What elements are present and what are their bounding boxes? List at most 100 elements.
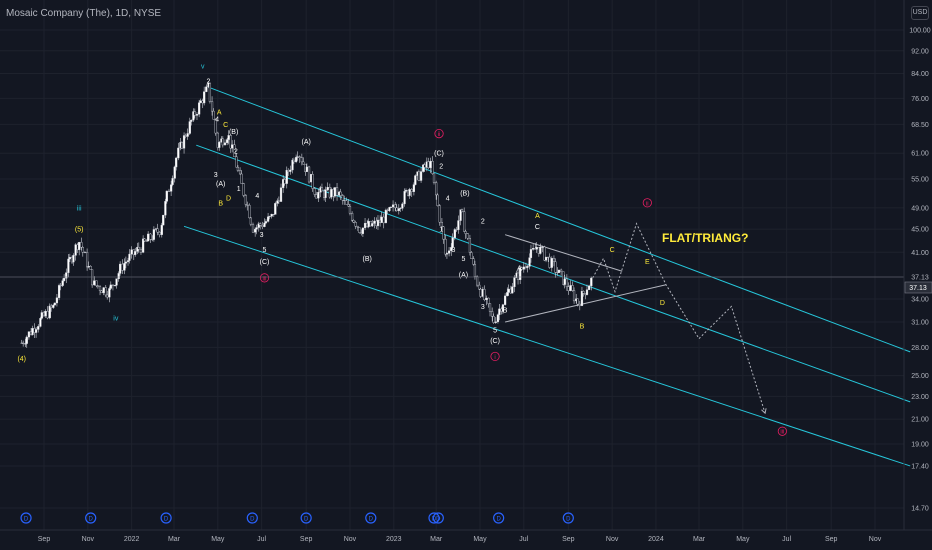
candle-body <box>513 277 516 287</box>
dividend-marker-label: D <box>436 517 441 523</box>
candle-body <box>504 295 507 305</box>
y-tick-label: 23.00 <box>911 394 929 401</box>
candle-body <box>468 238 472 253</box>
candle-body <box>292 159 296 163</box>
candle-body <box>417 171 421 181</box>
candle-body <box>399 208 402 210</box>
candle-body <box>152 229 155 240</box>
candle-body <box>567 286 570 291</box>
candle-body <box>412 184 415 192</box>
candle-body <box>39 318 42 327</box>
candle-body <box>130 249 133 255</box>
wave-label: 5 <box>461 256 465 263</box>
projection-line <box>592 222 766 414</box>
candle-body <box>422 164 425 172</box>
dividend-marker-label: D <box>432 517 437 523</box>
candle-body <box>472 258 475 265</box>
candle-body <box>285 170 288 184</box>
candle-body <box>266 216 270 222</box>
dividend-marker-label: D <box>24 517 29 523</box>
candle-body <box>548 256 551 268</box>
annotation-flat-triangle: FLAT/TRIANG? <box>662 231 748 245</box>
triangle-line <box>504 284 667 323</box>
candle-body <box>335 187 339 196</box>
dividend-marker[interactable] <box>562 512 574 524</box>
y-tick-label: 21.00 <box>911 417 929 424</box>
wave-label: iii <box>262 276 266 282</box>
candle-body <box>296 156 299 158</box>
candle-body <box>188 121 191 134</box>
candle-body <box>170 184 173 192</box>
y-tick-label: 92.00 <box>911 48 929 55</box>
candle-body <box>186 133 189 137</box>
dividend-marker[interactable] <box>493 512 505 524</box>
candle-body <box>74 244 77 256</box>
dividend-marker[interactable] <box>300 512 312 524</box>
candle-body <box>571 285 574 291</box>
candle-body <box>25 336 28 344</box>
dividend-marker[interactable] <box>428 512 440 524</box>
dividend-marker-label: D <box>566 517 571 523</box>
candle-body <box>128 253 131 261</box>
y-tick-label: 28.00 <box>911 345 929 352</box>
candle-body <box>218 141 221 148</box>
dividend-marker[interactable] <box>20 512 32 524</box>
candle-body <box>317 192 320 199</box>
wave-label: 2 <box>234 149 238 156</box>
candle-body <box>519 267 522 280</box>
candle-body <box>175 157 178 168</box>
candle-body <box>121 263 124 271</box>
candle-body <box>173 166 176 179</box>
candle-body <box>249 217 252 225</box>
wave-label: iv <box>113 315 119 322</box>
candle-body <box>261 225 264 227</box>
candle-body <box>123 263 126 271</box>
candle-body <box>229 135 232 149</box>
candle-body <box>464 231 467 234</box>
currency-label[interactable]: USD <box>911 6 929 20</box>
candle-body <box>57 285 61 298</box>
candle-body <box>61 280 64 286</box>
candle-body <box>429 160 432 168</box>
time-axis[interactable]: Sep Nov 2022 Mar May Jul Sep Nov 2023 Mar May Jul Se… <box>38 536 882 543</box>
dividend-marker[interactable] <box>246 512 258 524</box>
candle-body <box>562 271 565 285</box>
candle-body <box>78 242 81 250</box>
current-price-tag <box>904 281 932 294</box>
candle-body <box>164 201 167 216</box>
dividend-marker[interactable] <box>365 512 377 524</box>
channel-line <box>183 225 911 467</box>
candle-body <box>147 233 150 242</box>
candle-body <box>46 311 49 319</box>
price-axis[interactable]: 100.00 92.00 84.00 76.00 68.50 61.00 55.00 49.0… <box>909 28 931 513</box>
candle-body <box>177 147 180 159</box>
candle-body <box>557 269 561 273</box>
wave-label: i <box>494 355 495 361</box>
x-tick-label: Mar <box>693 536 706 543</box>
x-tick-label: Mar <box>430 536 443 543</box>
x-tick-label: Jul <box>257 536 266 543</box>
wave-circle <box>259 273 270 283</box>
candle-body <box>354 222 357 227</box>
dividend-marker[interactable] <box>85 512 97 524</box>
candle-body <box>22 342 25 344</box>
candle-body <box>156 228 159 233</box>
channel-line <box>208 86 911 353</box>
candle-body <box>162 214 165 226</box>
candle-body <box>80 242 83 248</box>
candle-body <box>326 187 329 191</box>
candle-body <box>588 285 591 290</box>
candle-body <box>108 288 111 298</box>
candle-body <box>313 188 316 195</box>
y-tick-label: 68.50 <box>911 122 929 129</box>
dividend-marker[interactable] <box>160 512 172 524</box>
x-tick-label: Mar <box>168 536 181 543</box>
wave-label: (B) <box>363 256 372 263</box>
candle-body <box>347 204 350 207</box>
candle-body <box>270 213 273 217</box>
candle-body <box>427 161 430 168</box>
x-tick-label: Sep <box>300 536 313 543</box>
candle-body <box>345 200 348 205</box>
candle-body <box>305 166 308 172</box>
dividend-marker[interactable] <box>432 512 444 524</box>
